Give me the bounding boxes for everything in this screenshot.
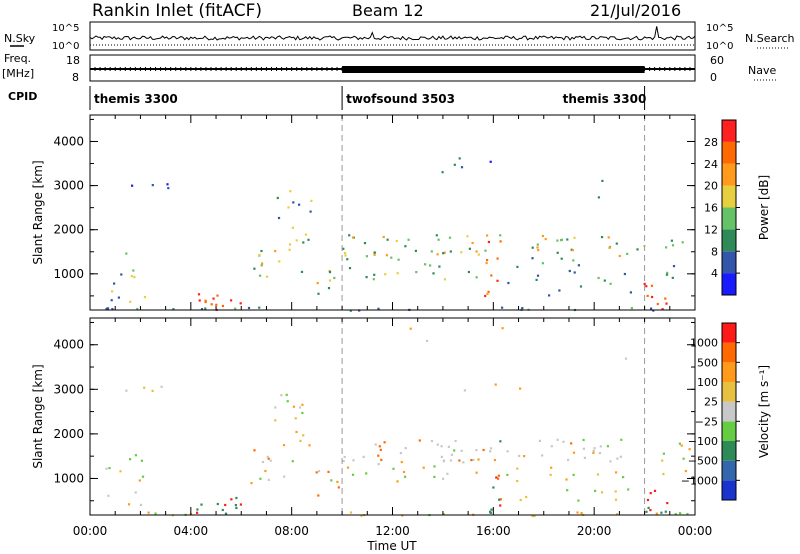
y-axis-label-1: Slant Range [km] <box>31 364 45 468</box>
y-tick-label-0-0: 1000 <box>53 267 84 281</box>
colorbar-seg-0-7 <box>722 120 736 142</box>
freq-unit: [MHz] <box>2 67 34 80</box>
freq-trace <box>89 66 695 73</box>
nsearch-label: N.Search <box>745 32 795 45</box>
velocity-panel: 1000 2000 3000 4000 Slant Range [km] 1000 500 1… <box>31 317 771 518</box>
colorbar-tick-0-5: 24 <box>704 158 718 171</box>
colorbar-tick-0-6: 28 <box>704 136 718 149</box>
x-tick-label-1: 04:00 <box>174 524 209 538</box>
nave-label: Nave <box>748 64 776 77</box>
nsky-tick-bottom: 10^0 <box>52 41 79 52</box>
colorbar-tick-1-6: −500 <box>688 455 718 468</box>
cpid-segment-label-0: themis 3300 <box>94 92 178 106</box>
nsky-trace <box>89 26 696 47</box>
colorbar-seg-1-5 <box>722 382 736 402</box>
colorbar-seg-0-3 <box>722 207 736 230</box>
nsearch-tick-top: 10^5 <box>706 23 733 34</box>
x-tick-label-4: 16:00 <box>476 524 511 538</box>
date-label: 21/Jul/2016 <box>590 1 681 20</box>
power-panel: 1000 2000 3000 4000 Slant Range [km] 4 8 12 16 20… <box>31 114 771 312</box>
y-tick-label-0-3: 4000 <box>53 134 84 148</box>
colorbar-seg-1-2 <box>722 441 736 461</box>
x-tick-label-0: 00:00 <box>73 524 108 538</box>
figure-title: Rankin Inlet (fitACF) <box>92 1 262 21</box>
colorbar-tick-1-2: 100 <box>697 376 718 389</box>
nsearch-tick-bottom: 10^0 <box>706 41 733 52</box>
x-axis: 00:00 04:00 08:00 12:00 16:00 20:00 00:00 <box>73 115 713 538</box>
colorbar-tick-1-5: −100 <box>688 435 718 448</box>
colorbar-tick-1-0: 1000 <box>690 337 718 350</box>
beam-label: Beam 12 <box>352 1 424 20</box>
nsky-tick-top: 10^5 <box>52 23 79 34</box>
panel-bg-0 <box>90 115 695 310</box>
y-tick-label-1-3: 4000 <box>53 338 84 352</box>
colorbar-tick-1-3: 25 <box>704 396 718 409</box>
y-tick-label-1-2: 3000 <box>53 382 84 396</box>
colorbar-label-1: Velocity [m s⁻¹] <box>757 365 771 458</box>
y-tick-label-1-1: 2000 <box>53 427 84 441</box>
y-tick-label-1-0: 1000 <box>53 471 84 485</box>
colorbar-seg-0-2 <box>722 229 736 252</box>
colorbar-seg-1-0 <box>722 480 736 500</box>
nsky-label: N.Sky <box>4 32 36 45</box>
heatmap-cells-1 <box>105 327 691 518</box>
colorbar-frame-1 <box>721 322 737 501</box>
colorbar-seg-1-4 <box>722 401 736 422</box>
heatmap-cells-0 <box>105 157 684 312</box>
colorbar-seg-0-6 <box>722 141 736 164</box>
cpid-segment-label-1: twofsound 3503 <box>346 92 455 106</box>
cpid-row: themis 3300 twofsound 3503 themis 3300 <box>89 86 647 110</box>
colorbar-seg-1-6 <box>722 362 736 382</box>
nsky-line <box>89 26 696 47</box>
x-axis-label: Time UT <box>366 539 417 553</box>
cpid-segment-label-2: themis 3300 <box>563 92 647 106</box>
colorbar-seg-1-3 <box>722 421 736 441</box>
colorbar-tick-0-4: 20 <box>704 180 718 193</box>
colorbar-tick-0-1: 8 <box>711 245 718 258</box>
nsky-panel <box>89 21 696 51</box>
cpid-label: CPID <box>8 90 37 103</box>
x-tick-label-2: 08:00 <box>274 524 309 538</box>
nave-tick-bottom: 0 <box>710 71 717 84</box>
colorbar-tick-1-1: 500 <box>697 356 718 369</box>
colorbar-seg-1-8 <box>722 323 736 343</box>
panel-bg-1 <box>90 318 695 515</box>
colorbar-tick-0-0: 4 <box>711 267 718 280</box>
y-axis-label-0: Slant Range [km] <box>31 160 45 264</box>
y-tick-label-0-1: 2000 <box>53 223 84 237</box>
y-tick-label-0-2: 3000 <box>53 179 84 193</box>
nave-tick-top: 60 <box>710 54 724 67</box>
colorbar-label-0: Power [dB] <box>757 175 771 240</box>
colorbar-tick-1-4: −25 <box>695 415 718 428</box>
colorbar-seg-1-7 <box>722 342 736 363</box>
colorbar-seg-1-1 <box>722 460 736 481</box>
x-tick-label-6: 00:00 <box>678 524 713 538</box>
freq-tick-bottom: 8 <box>72 71 79 84</box>
x-tick-label-5: 20:00 <box>577 524 612 538</box>
colorbar-seg-0-1 <box>722 251 736 274</box>
freq-label: Freq. <box>4 52 31 65</box>
colorbar-seg-0-0 <box>722 273 736 295</box>
colorbar-tick-0-3: 16 <box>704 202 718 215</box>
freq-tick-top: 18 <box>66 54 80 67</box>
colorbar-seg-0-4 <box>722 185 736 208</box>
colorbar-tick-0-2: 12 <box>704 223 718 236</box>
x-tick-label-3: 12:00 <box>375 524 410 538</box>
colorbar-tick-1-7: −1000 <box>681 474 718 487</box>
colorbar-seg-0-5 <box>722 163 736 186</box>
